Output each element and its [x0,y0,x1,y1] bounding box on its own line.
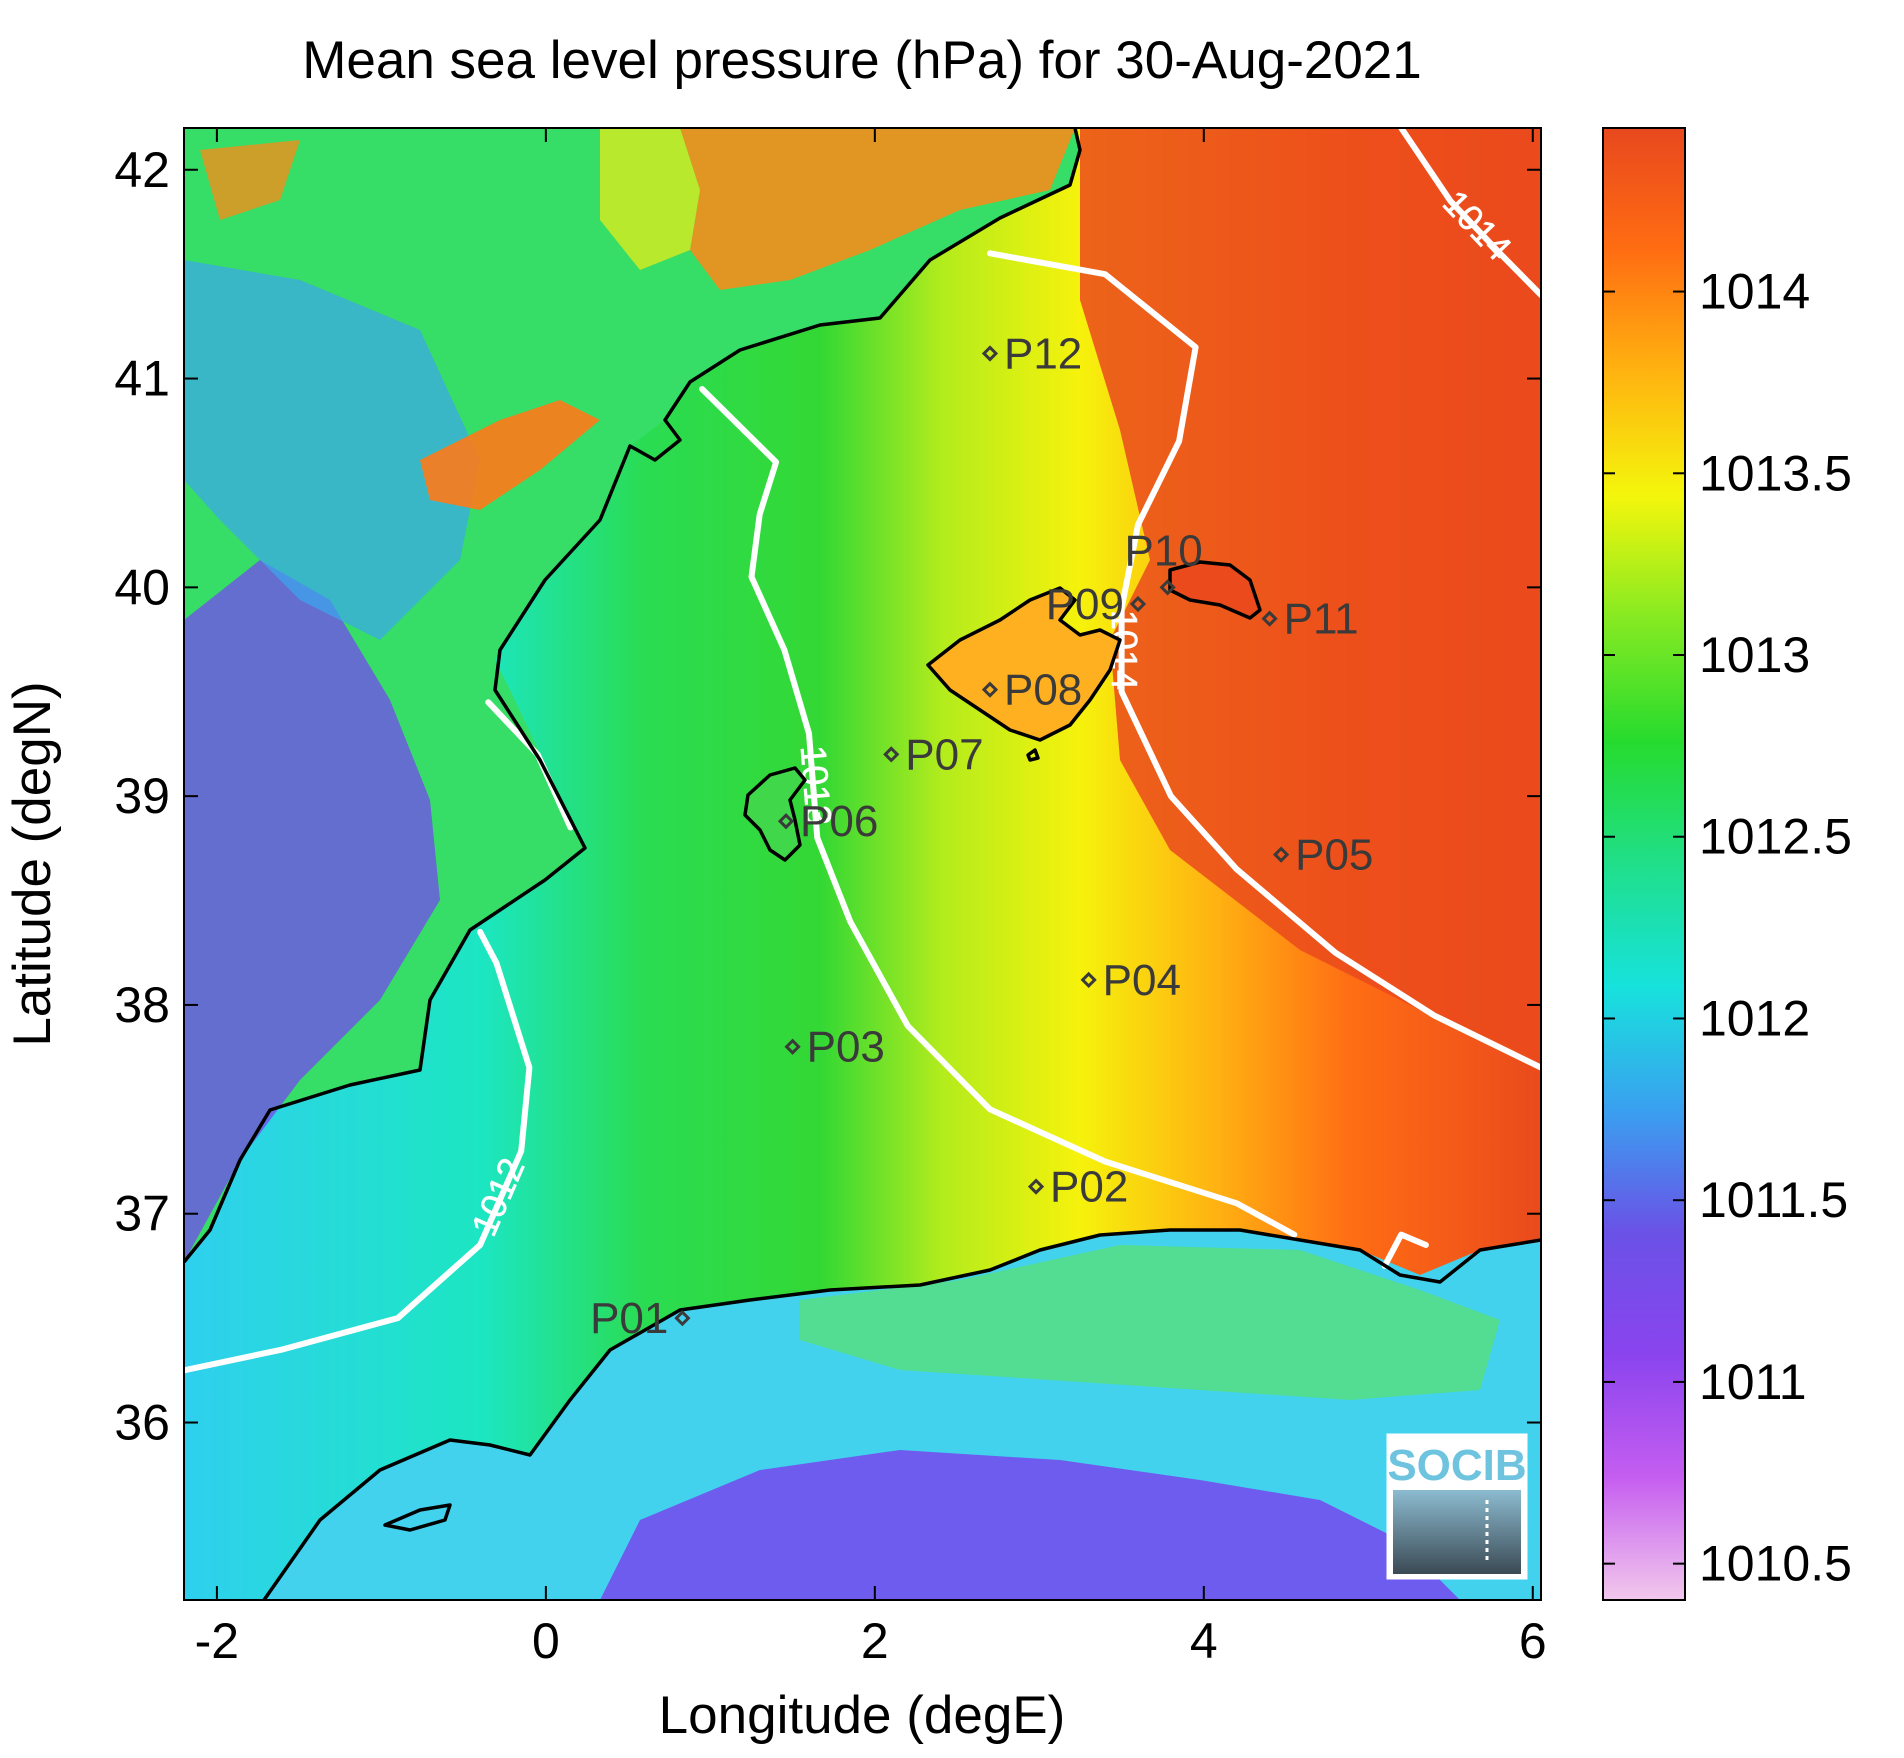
station-marker [1027,1178,1045,1195]
mallorca-coastline [926,586,1122,742]
station-marker [1261,610,1278,627]
station-label: P08 [1004,666,1082,715]
colorbar-tick-label: 1010.5 [1699,1536,1852,1592]
colorbar-tick-label: 1012 [1699,990,1810,1046]
y-axis-ticks: 36 37 38 39 40 41 42 [114,142,1541,1451]
contour-label: 1014 [1104,610,1145,690]
station-label: P02 [1050,1163,1128,1212]
iberia-coastline [184,128,1082,1264]
figure-title: Mean sea level pressure (hPa) for 30-Aug… [302,31,1422,90]
station-label: P03 [807,1023,885,1072]
iberia-interior-low [184,560,440,1262]
x-axis-ticks: -2 0 2 4 6 [195,128,1547,1669]
pyrenees-warm [680,128,1075,290]
station-label: P10 [1124,526,1202,575]
y-tick-label: 41 [114,351,170,407]
station-label: P06 [800,797,878,846]
contour-line-1013 [699,386,1298,1238]
y-tick-label: 37 [114,1186,170,1242]
station-label: P04 [1103,956,1181,1005]
socib-logo-text: SOCIB [1387,1441,1526,1490]
station-marker [1080,971,1097,989]
station-marker [1272,846,1290,863]
contour-label: 1013 [793,744,840,827]
north-africa-purple [600,1450,1460,1600]
pyrenees-yellow [600,128,700,270]
colorbar-tick-label: 1011 [1699,1354,1807,1410]
colorbar-tick-label: 1013 [1699,627,1810,683]
contour-line-1014 [987,250,1541,1071]
alboran-coastline [383,1503,452,1532]
y-axis-label: Latitude (degN) [3,681,62,1046]
cabrera-coastline [1026,748,1040,762]
colorbar-tick-label: 1011.5 [1699,1172,1848,1228]
station-label: P07 [905,730,983,779]
station-marker [1159,579,1176,596]
station-marker [981,345,999,362]
colorbar-tick-label: 1014 [1699,264,1810,320]
x-tick-label: 0 [532,1613,560,1669]
coastline-layer [184,128,1541,1600]
station-label: P12 [1004,329,1082,378]
contour-line-1014 [1398,128,1541,298]
y-tick-label: 36 [114,1395,170,1451]
station-marker [883,746,900,763]
x-axis-label: Longitude (degE) [659,1686,1066,1745]
y-tick-label: 40 [114,559,170,615]
contour-line-1014 [1381,1231,1429,1269]
y-tick-label: 38 [114,977,170,1033]
x-tick-label: -2 [195,1613,239,1669]
socib-logo-wave [1393,1490,1521,1574]
y-tick-label: 39 [114,768,170,824]
colorbar-tick-label: 1012.5 [1699,809,1852,865]
x-tick-label: 2 [861,1613,889,1669]
station-marker [981,681,999,698]
north-africa-green [800,1245,1500,1400]
map-frame [183,127,1542,1601]
iberia-highland-warm [420,400,600,510]
colorbar-ticks: 1010.5 1011 1011.5 1012 1012.5 1013 1013.5 1014 [1603,264,1852,1592]
north-africa-coastline [262,1228,1541,1600]
station-marker [777,813,795,830]
colorbar-tick-label: 1013.5 [1699,445,1852,501]
iberia-interior-blue [184,260,480,640]
x-tick-label: 6 [1519,1613,1547,1669]
x-tick-label: 4 [1190,1613,1218,1669]
station-marker [784,1038,801,1055]
ibiza-coastline [743,766,807,862]
y-tick-label: 42 [114,142,170,198]
station-label: P09 [1046,580,1124,629]
menorca-coastline [1168,560,1262,620]
contour-line-1012 [184,928,533,1374]
socib-logo: SOCIB [1386,1433,1528,1580]
station-label: P05 [1295,831,1373,880]
station-label: P11 [1284,595,1359,644]
iberia-northwest-warm [200,140,300,220]
station-marker [674,1310,691,1327]
station-marker [1129,595,1147,613]
station-label: P01 [590,1294,668,1343]
colorbar [1602,127,1686,1601]
